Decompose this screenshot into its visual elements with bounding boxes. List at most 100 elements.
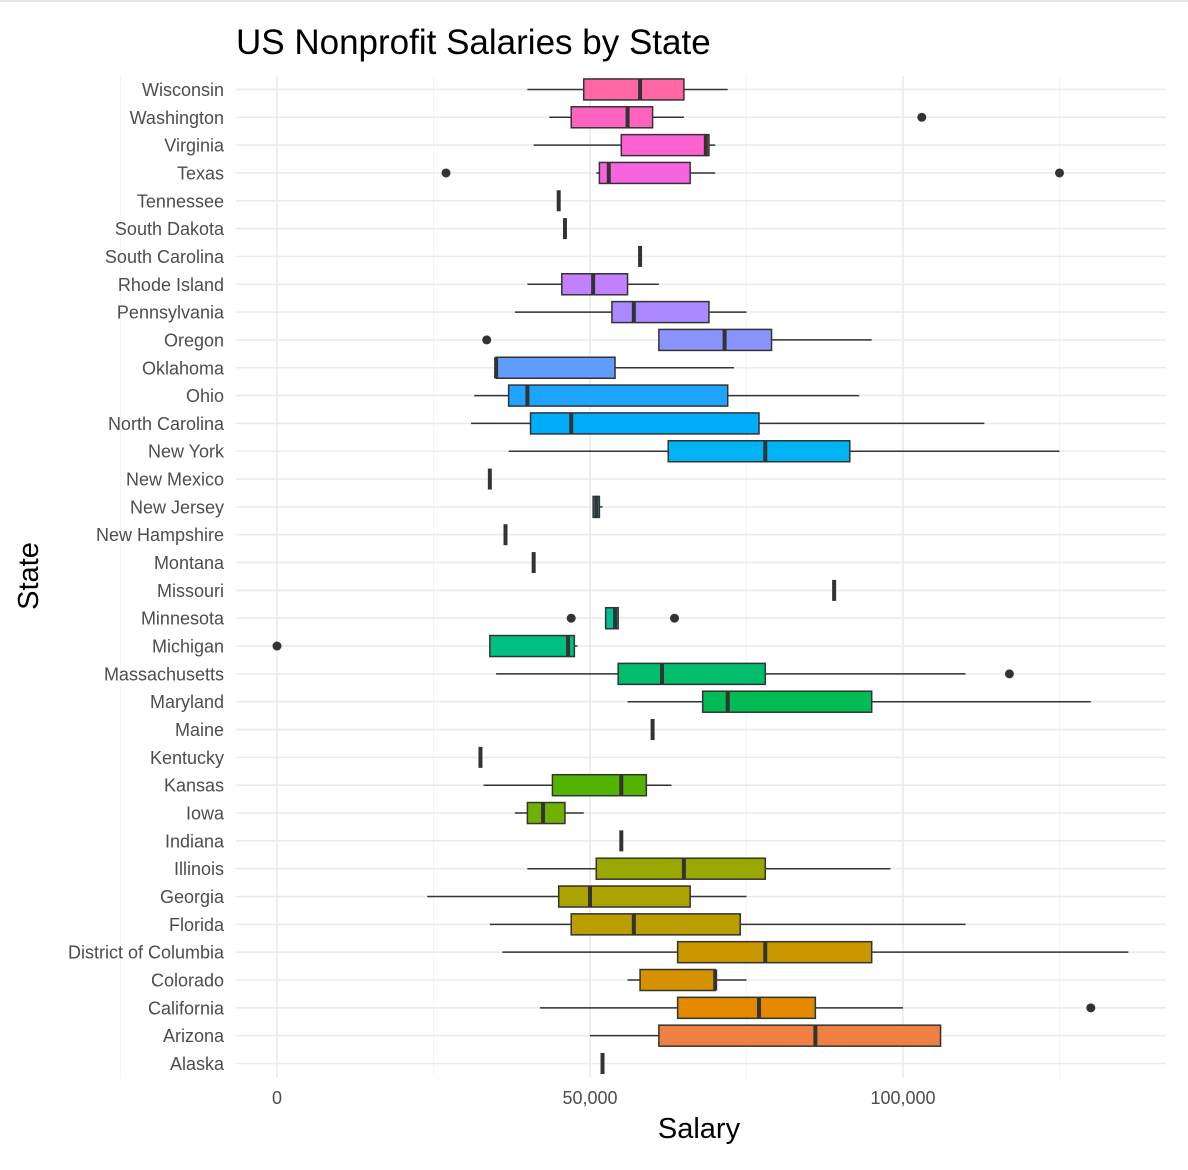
outlier-point — [566, 613, 576, 623]
box-illinois — [527, 857, 891, 880]
box-california — [539, 996, 1096, 1020]
y-tick-label: Oregon — [164, 330, 224, 350]
iqr-box — [617, 662, 767, 686]
y-tick-label: Virginia — [164, 136, 225, 156]
box-oklahoma — [494, 356, 734, 379]
iqr-box — [676, 940, 873, 964]
y-tick-label: Minnesota — [141, 609, 225, 629]
box-new-jersey — [592, 495, 603, 519]
outlier-point — [482, 335, 492, 345]
iqr-box — [620, 133, 710, 157]
y-tick-label: South Dakota — [115, 219, 225, 239]
iqr-box — [507, 384, 729, 407]
iqr-box — [570, 106, 654, 129]
y-tick-label: Wisconsin — [142, 80, 224, 100]
box-michigan — [272, 634, 578, 658]
box-kansas — [483, 773, 672, 797]
y-tick-label: Montana — [154, 553, 225, 573]
box-massachusetts — [496, 662, 1014, 686]
outlier-point — [1004, 669, 1014, 679]
box-minnesota — [566, 606, 680, 630]
iqr-box — [582, 78, 685, 101]
y-tick-label: District of Columbia — [68, 943, 225, 963]
outlier-point — [917, 112, 927, 122]
iqr-box — [557, 885, 691, 908]
y-tick-label: Colorado — [151, 971, 224, 991]
box-washington — [549, 106, 927, 129]
y-tick-label: New Mexico — [126, 470, 224, 490]
y-tick-label: Georgia — [160, 887, 225, 907]
box-pennsylvania — [514, 300, 747, 324]
top-border — [0, 0, 1188, 2]
outlier-point — [1055, 168, 1064, 178]
y-tick-label: New York — [148, 442, 225, 462]
y-tick-label: Maryland — [150, 692, 224, 712]
x-tick-label: 0 — [272, 1088, 282, 1108]
box-new-york — [508, 439, 1060, 463]
box-maryland — [627, 690, 1091, 713]
iqr-box — [676, 996, 817, 1020]
y-tick-label: New Jersey — [130, 497, 224, 517]
y-tick-label: Arizona — [163, 1026, 225, 1046]
box-arizona — [590, 1024, 942, 1047]
iqr-box — [658, 1024, 942, 1047]
box-wisconsin — [527, 78, 728, 101]
outlier-point — [1086, 1003, 1096, 1013]
y-tick-label: North Carolina — [108, 414, 225, 434]
iqr-box — [526, 801, 566, 825]
iqr-box — [701, 690, 873, 713]
y-axis-tick-labels: Alaska Arizona California Colorado District … — [68, 80, 225, 1074]
boxes — [272, 78, 1129, 1074]
y-axis-title: State — [13, 542, 45, 610]
y-tick-label: Texas — [177, 163, 224, 183]
iqr-box — [598, 161, 691, 185]
box-iowa — [514, 801, 584, 825]
box-district-of-columbia — [502, 940, 1129, 964]
box-oregon — [482, 328, 872, 352]
box-georgia — [427, 885, 747, 908]
y-tick-label: Rhode Island — [118, 275, 224, 295]
y-tick-label: Washington — [130, 108, 224, 128]
iqr-box — [611, 300, 710, 324]
box-texas — [441, 161, 1064, 185]
iqr-box — [639, 968, 716, 992]
outlier-point — [441, 168, 451, 178]
box-virginia — [533, 133, 716, 157]
y-tick-label: Oklahoma — [142, 358, 225, 378]
box-north-carolina — [471, 412, 985, 435]
iqr-box — [529, 412, 760, 435]
box-florida — [489, 913, 966, 936]
y-tick-label: Michigan — [152, 637, 224, 657]
x-tick-label: 100,000 — [870, 1088, 935, 1108]
outlier-point — [670, 613, 680, 623]
y-tick-label: Pennsylvania — [117, 303, 225, 323]
y-tick-label: Tennessee — [137, 191, 224, 211]
iqr-box — [489, 634, 576, 658]
y-tick-label: California — [148, 998, 225, 1018]
iqr-box — [495, 356, 616, 379]
iqr-box — [570, 913, 741, 936]
y-tick-label: Illinois — [174, 859, 224, 879]
y-tick-label: Maine — [175, 720, 224, 740]
y-tick-label: South Carolina — [105, 247, 225, 267]
iqr-box — [667, 439, 851, 463]
y-tick-label: New Hampshire — [96, 525, 224, 545]
plot-area — [120, 76, 1166, 1078]
box-rhode-island — [527, 273, 659, 296]
iqr-box — [551, 773, 648, 797]
chart-title: US Nonprofit Salaries by State — [236, 23, 711, 62]
y-tick-label: Iowa — [186, 804, 225, 824]
x-axis-title: Salary — [658, 1113, 741, 1145]
y-tick-label: Indiana — [165, 831, 225, 851]
box-colorado — [627, 968, 747, 992]
x-tick-label: 50,000 — [562, 1088, 617, 1108]
y-tick-label: Missouri — [157, 581, 224, 601]
y-tick-label: Kentucky — [150, 748, 224, 768]
iqr-box — [595, 857, 767, 880]
y-tick-label: Massachusetts — [104, 664, 224, 684]
box-ohio — [474, 384, 860, 407]
y-tick-label: Kansas — [164, 776, 224, 796]
y-tick-label: Florida — [169, 915, 225, 935]
y-tick-label: Alaska — [170, 1054, 225, 1074]
